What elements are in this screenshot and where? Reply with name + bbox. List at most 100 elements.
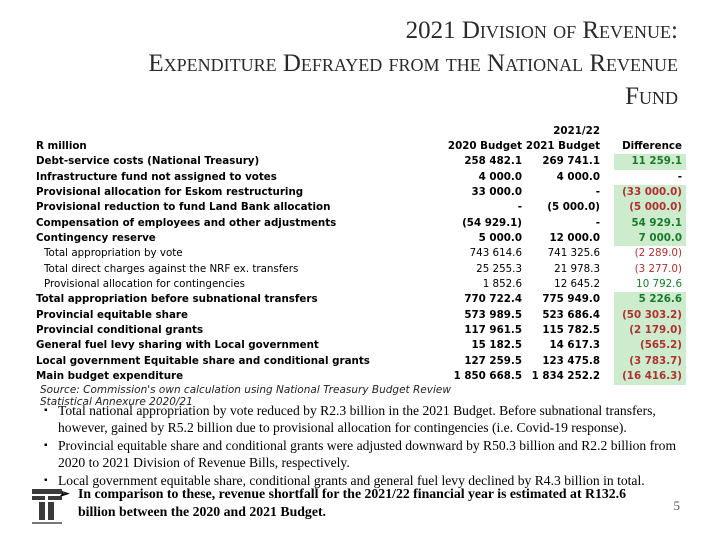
cell-2020-budget: 117 961.5 bbox=[464, 324, 522, 337]
row-label: Provisional allocation for contingencies bbox=[44, 278, 246, 291]
bullet-item: ▪ Local government equitable share, cond… bbox=[42, 472, 682, 489]
cell-2020-budget: 573 989.5 bbox=[464, 308, 522, 321]
cell-difference: (33 000.0) bbox=[614, 185, 686, 201]
cell-2020-budget: 15 182.5 bbox=[471, 339, 522, 352]
table-row: Provincial equitable share 573 989.5 523 6… bbox=[36, 307, 686, 324]
cell-2020-budget: 770 722.4 bbox=[464, 293, 522, 306]
cell-difference: (3 277.0) bbox=[634, 262, 682, 275]
cell-2020-budget: 258 482.1 bbox=[464, 155, 522, 168]
table-row: Provincial conditional grants 117 961.5 11… bbox=[36, 323, 686, 339]
table-row: Provisional allocation for contingencies… bbox=[36, 277, 686, 292]
table-header-row: R million 2020 Budget 2021 Budget Differ… bbox=[36, 139, 686, 154]
cell-2020-budget: 5 000.0 bbox=[478, 232, 522, 245]
col-2020-header: 2020 Budget bbox=[447, 140, 522, 152]
page-number: 5 bbox=[673, 498, 681, 513]
row-label: Provincial conditional grants bbox=[36, 324, 204, 337]
cell-2020-budget: 127 259.5 bbox=[464, 354, 522, 367]
bullet-item: ▪ Provincial equitable share and conditi… bbox=[42, 437, 682, 472]
table-row: Compensation of employees and other adju… bbox=[36, 215, 686, 232]
bullet-text: Provincial equitable share and condition… bbox=[58, 437, 677, 471]
cell-difference: (5 000.0) bbox=[614, 200, 686, 216]
cell-2021-budget: 523 686.4 bbox=[542, 308, 600, 321]
table-row: Provisional allocation for Eskom restruc… bbox=[36, 185, 686, 201]
title-line-1: 2021 Division of Revenue: bbox=[405, 17, 678, 44]
cell-2021-budget: 4 000.0 bbox=[556, 170, 600, 183]
cell-2021-budget: 115 782.5 bbox=[542, 324, 600, 337]
cell-difference: (2 289.0) bbox=[634, 247, 682, 260]
bullet-icon: ▪ bbox=[44, 405, 48, 416]
table-row: Local government Equitable share and con… bbox=[36, 353, 686, 370]
col-diff-header: Difference bbox=[622, 140, 682, 152]
cell-difference: 54 929.1 bbox=[614, 215, 686, 232]
cell-2020-budget: 33 000.0 bbox=[471, 186, 522, 199]
bullet-text: Total national appropriation by vote red… bbox=[58, 403, 656, 436]
title-line-2: Expenditure Defrayed from the National R… bbox=[148, 50, 678, 77]
table-row: General fuel levy sharing with Local gov… bbox=[36, 338, 686, 354]
row-label: Debt-service costs (National Treasury) bbox=[36, 155, 260, 168]
cell-difference: - bbox=[677, 170, 682, 183]
cell-2020-budget: 1 852.6 bbox=[482, 278, 522, 291]
bullet-icon: ▪ bbox=[44, 439, 48, 451]
row-label: Total appropriation by vote bbox=[44, 247, 183, 260]
cell-difference: (16 416.3) bbox=[614, 369, 686, 385]
logo-icon bbox=[32, 489, 62, 524]
source-line-2: Statistical Annexure 2020/21 bbox=[40, 396, 193, 408]
cell-2020-budget: 1 850 668.5 bbox=[453, 370, 522, 383]
row-label: Provisional reduction to fund Land Bank … bbox=[36, 201, 331, 214]
cell-difference: 5 226.6 bbox=[614, 292, 686, 308]
cell-2020-budget: 743 614.6 bbox=[469, 247, 522, 260]
cell-2021-budget: (5 000.0) bbox=[547, 201, 600, 214]
cell-2021-budget: 14 617.3 bbox=[549, 339, 600, 352]
row-label: Main budget expenditure bbox=[36, 370, 184, 383]
source-note: Source: Commission's own calculation usi… bbox=[40, 384, 451, 408]
conclusion: ➢ In comparison to these, revenue shortf… bbox=[58, 485, 638, 521]
cell-2021-budget: 269 741.1 bbox=[542, 155, 600, 168]
cell-2021-budget: - bbox=[595, 216, 600, 229]
table-row: Total appropriation before subnational t… bbox=[36, 292, 686, 308]
row-label: Provincial equitable share bbox=[36, 308, 188, 321]
table-row: Infrastructure fund not assigned to vote… bbox=[36, 170, 686, 185]
bullet-icon: ▪ bbox=[44, 474, 48, 486]
revenue-table: 2021/22 R million 2020 Budget 2021 Budge… bbox=[36, 124, 686, 385]
cell-2021-budget: 741 325.6 bbox=[547, 247, 600, 260]
cell-2021-budget: 21 978.3 bbox=[554, 262, 600, 275]
row-label: General fuel levy sharing with Local gov… bbox=[36, 339, 319, 352]
cell-2021-budget: - bbox=[595, 186, 600, 199]
slide-title: 2021 Division of Revenue: Expenditure De… bbox=[18, 14, 678, 113]
row-label: Compensation of employees and other adju… bbox=[36, 216, 337, 229]
cell-difference: (565.2) bbox=[614, 338, 686, 354]
col-label-header: R million bbox=[36, 140, 87, 152]
table-row: Main budget expenditure 1 850 668.5 1 834 … bbox=[36, 369, 686, 385]
cell-difference: 7 000.0 bbox=[614, 231, 686, 247]
col-2021-header: 2021 Budget bbox=[525, 140, 600, 152]
bullet-item: ▪ Total national appropriation by vote r… bbox=[42, 402, 682, 437]
table-row: Total appropriation by vote 743 614.6 741 … bbox=[36, 246, 686, 261]
bullet-text: Local government equitable share, condit… bbox=[58, 472, 645, 488]
cell-2021-budget: 1 834 252.2 bbox=[531, 370, 600, 383]
source-line-1: Source: Commission's own calculation usi… bbox=[40, 384, 451, 396]
row-label: Total direct charges against the NRF ex.… bbox=[44, 262, 299, 275]
table-row: Contingency reserve 5 000.0 12 000.0 7 000.… bbox=[36, 231, 686, 247]
arrow-icon: ➢ bbox=[58, 486, 70, 501]
cell-2021-budget: 12 000.0 bbox=[549, 232, 600, 245]
cell-2020-budget: 4 000.0 bbox=[478, 170, 522, 183]
table-header-year: 2021/22 bbox=[553, 125, 600, 137]
cell-2021-budget: 123 475.8 bbox=[542, 354, 600, 367]
cell-2021-budget: 12 645.2 bbox=[554, 278, 600, 291]
row-label: Contingency reserve bbox=[36, 232, 156, 245]
row-label: Total appropriation before subnational t… bbox=[36, 293, 318, 306]
table-row: Total direct charges against the NRF ex.… bbox=[36, 262, 686, 277]
cell-difference: (50 303.2) bbox=[614, 307, 686, 324]
cell-difference: (2 179.0) bbox=[614, 323, 686, 339]
cell-2021-budget: 775 949.0 bbox=[542, 293, 600, 306]
row-label: Infrastructure fund not assigned to vote… bbox=[36, 170, 277, 183]
cell-difference: (3 783.7) bbox=[614, 353, 686, 370]
title-line-3: Fund bbox=[625, 83, 678, 110]
bullet-list: ▪ Total national appropriation by vote r… bbox=[42, 402, 682, 489]
row-label: Provisional allocation for Eskom restruc… bbox=[36, 186, 304, 199]
cell-2020-budget: 25 255.3 bbox=[476, 262, 522, 275]
cell-2020-budget: - bbox=[517, 201, 522, 214]
table-row: Provisional reduction to fund Land Bank … bbox=[36, 200, 686, 216]
table-row: Debt-service costs (National Treasury) 25… bbox=[36, 154, 686, 170]
row-label: Local government Equitable share and con… bbox=[36, 354, 370, 367]
